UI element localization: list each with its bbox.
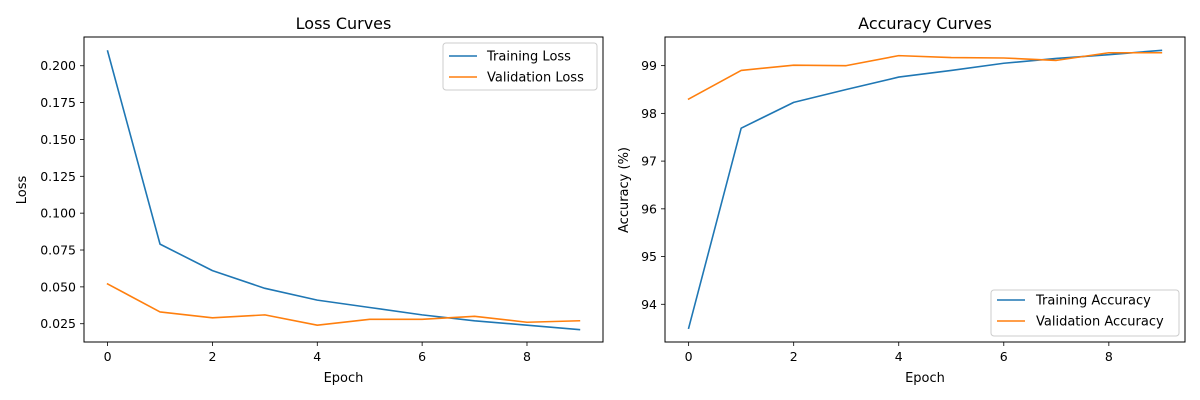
- accuracy-ticks: 0 2 4 6 8 94 95 96 97 98 99: [641, 58, 1113, 364]
- accuracy-x-tick-label: 6: [1000, 349, 1008, 364]
- loss-y-tick-label: 0.200: [40, 58, 76, 73]
- loss-chart: Loss Curves 0 2 4 6 8 0.025 0.050 0.075 0.100 0.1…: [15, 14, 604, 386]
- loss-plot-frame: [83, 36, 604, 343]
- loss-legend: Training Loss Validation Loss: [442, 42, 598, 91]
- loss-x-tick-label: 8: [523, 349, 531, 364]
- accuracy-chart-title: Accuracy Curves: [858, 14, 992, 33]
- loss-chart-title: Loss Curves: [296, 14, 392, 33]
- loss-ticks: 0 2 4 6 8 0.025 0.050 0.075 0.100 0.125 0.150 0.175…: [40, 58, 531, 364]
- loss-y-tick-label: 0.150: [40, 132, 76, 147]
- loss-x-axis-label: Epoch: [324, 371, 364, 386]
- accuracy-x-axis-label: Epoch: [905, 371, 945, 386]
- loss-y-axis-label: Loss: [15, 176, 30, 205]
- loss-y-tick-label: 0.125: [40, 169, 76, 184]
- loss-series-layer: [106, 50, 581, 331]
- loss-series-line-training: [106, 50, 581, 331]
- accuracy-legend: Training Accuracy Validation Accuracy: [990, 289, 1180, 337]
- accuracy-y-tick-label: 97: [641, 154, 657, 169]
- loss-legend-box: [442, 42, 598, 91]
- loss-y-tick-label: 0.050: [40, 279, 76, 294]
- loss-legend-label-training: Training Loss: [486, 50, 571, 65]
- loss-x-tick-label: 0: [104, 349, 112, 364]
- loss-legend-label-validation: Validation Loss: [487, 71, 584, 86]
- accuracy-legend-label-validation: Validation Accuracy: [1036, 315, 1164, 330]
- accuracy-series-line-training: [687, 49, 1163, 330]
- accuracy-x-tick-label: 2: [790, 349, 798, 364]
- loss-y-tick-label: 0.075: [40, 243, 76, 258]
- loss-x-tick-label: 4: [313, 349, 321, 364]
- accuracy-legend-label-training: Training Accuracy: [1035, 294, 1151, 309]
- accuracy-series-layer: [687, 49, 1163, 330]
- accuracy-series-line-validation: [687, 51, 1163, 101]
- loss-y-tick-label: 0.175: [40, 95, 76, 110]
- accuracy-legend-box: [990, 289, 1180, 337]
- accuracy-y-tick-label: 98: [641, 106, 657, 121]
- accuracy-y-tick-label: 96: [641, 201, 657, 216]
- accuracy-x-tick-label: 4: [895, 349, 903, 364]
- accuracy-x-tick-label: 8: [1105, 349, 1113, 364]
- accuracy-plot-frame: [664, 36, 1186, 343]
- loss-x-tick-label: 6: [418, 349, 426, 364]
- accuracy-y-tick-label: 95: [641, 249, 657, 264]
- loss-x-tick-label: 2: [208, 349, 216, 364]
- loss-y-tick-label: 0.025: [40, 316, 76, 331]
- accuracy-y-tick-label: 94: [641, 297, 657, 312]
- accuracy-y-axis-label: Accuracy (%): [617, 147, 632, 233]
- loss-y-tick-label: 0.100: [40, 206, 76, 221]
- accuracy-x-tick-label: 0: [685, 349, 693, 364]
- accuracy-y-tick-label: 99: [641, 58, 657, 73]
- loss-series-line-validation: [106, 282, 581, 326]
